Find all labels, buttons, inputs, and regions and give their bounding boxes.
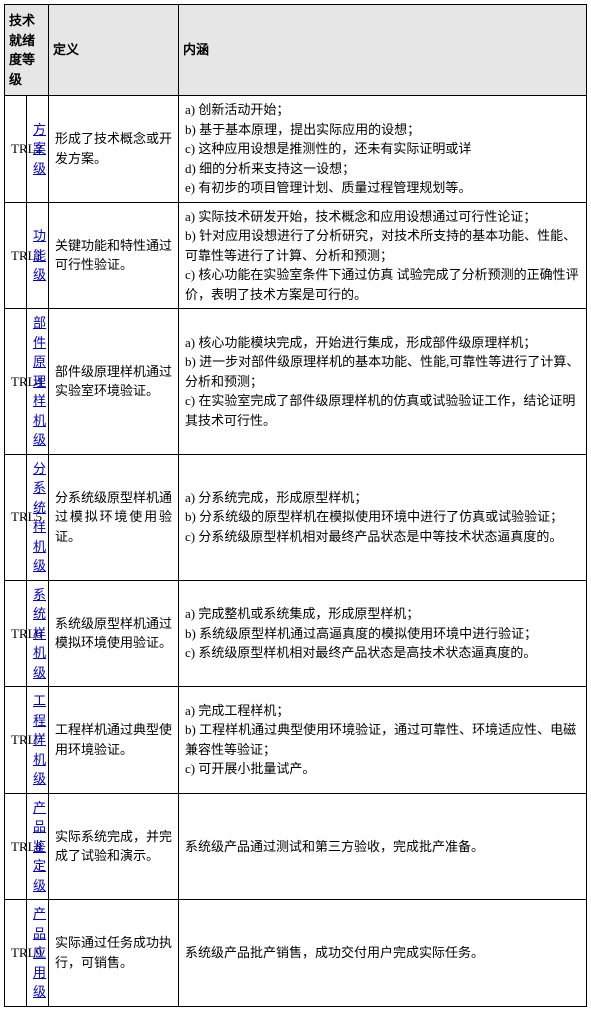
- header-content: 内涵: [179, 5, 587, 96]
- level-name-link[interactable]: 系统样机级: [33, 585, 46, 683]
- content-item: a) 创新活动开始；: [185, 100, 580, 120]
- definition-cell: 分系统级原型样机通过模拟环境使用验证。: [49, 454, 179, 580]
- table-row: TRL5分系统样机级分系统级原型样机通过模拟环境使用验证。a) 分系统完成，形成…: [5, 454, 587, 580]
- content-item: a) 完成工程样机；: [185, 701, 580, 721]
- content-item: b) 针对应用设想进行了分析研究，对技术所支持的基本功能、性能、可靠性等进行了计…: [185, 226, 580, 265]
- content-cell: a) 核心功能模块完成，开始进行集成，形成部件级原理样机；b) 进一步对部件级原…: [179, 309, 587, 455]
- content-item: b) 进一步对部件级原理样机的基本功能、性能,可靠性等进行了计算、分析和预测；: [185, 352, 580, 391]
- trl-code: TRL8: [5, 793, 27, 900]
- level-name-link[interactable]: 部件原理样机级: [33, 313, 46, 450]
- header-level: 技术就绪度等级: [5, 5, 49, 96]
- trl-table: 技术就绪度等级 定义 内涵 TRL2方案级形成了技术概念或开发方案。a) 创新活…: [4, 4, 587, 1007]
- content-cell: a) 完成工程样机；b) 工程样机通过典型使用环境验证，通过可靠性、环境适应性、…: [179, 687, 587, 794]
- content-item: a) 完成整机或系统集成，形成原型样机；: [185, 604, 580, 624]
- content-item: e) 有初步的项目管理计划、质量过程管理规划等。: [185, 178, 580, 198]
- content-cell: 系统级产品批产销售，成功交付用户完成实际任务。: [179, 900, 587, 1007]
- level-name-link[interactable]: 工程样机级: [33, 691, 46, 789]
- table-row: TRL6系统样机级系统级原型样机通过模拟环境使用验证。a) 完成整机或系统集成，…: [5, 580, 587, 687]
- content-cell: a) 完成整机或系统集成，形成原型样机；b) 系统级原型样机通过高逼真度的模拟使…: [179, 580, 587, 687]
- content-item: a) 实际技术研发开始，技术概念和应用设想通过可行性论证；: [185, 207, 580, 227]
- content-item: c) 可开展小批量试产。: [185, 759, 580, 779]
- table-row: TRL3功能级关键功能和特性通过可行性验证。a) 实际技术研发开始，技术概念和应…: [5, 202, 587, 309]
- content-item: c) 这种应用设想是推测性的，还未有实际证明或详: [185, 139, 580, 159]
- definition-cell: 实际通过任务成功执行，可销售。: [49, 900, 179, 1007]
- level-name-link[interactable]: 产品应用级: [33, 904, 46, 1002]
- table-row: TRL8 产品鉴定级实际系统完成，并完成了试验和演示。系统级产品通过测试和第三方验…: [5, 793, 587, 900]
- level-name-link[interactable]: 产品鉴定级: [33, 798, 46, 896]
- content-item: b) 工程样机通过典型使用环境验证，通过可靠性、环境适应性、电磁兼容性等验证；: [185, 720, 580, 759]
- content-cell: a) 创新活动开始；b) 基于基本原理，提出实际应用的设想；c) 这种应用设想是…: [179, 96, 587, 203]
- level-name-link[interactable]: 功能级: [33, 226, 46, 285]
- table-row: TRL4部件原理样机级部件级原理样机通过实验室环境验证。a) 核心功能模块完成，…: [5, 309, 587, 455]
- definition-cell: 形成了技术概念或开发方案。: [49, 96, 179, 203]
- header-row: 技术就绪度等级 定义 内涵: [5, 5, 587, 96]
- content-cell: 系统级产品通过测试和第三方验收，完成批产准备。: [179, 793, 587, 900]
- content-item: c) 系统级原型样机相对最终产品状态是高技术状态逼真度的。: [185, 643, 580, 663]
- trl-code: TRL5: [5, 454, 27, 580]
- trl-code: TRL3: [5, 202, 27, 309]
- content-item: 系统级产品通过测试和第三方验收，完成批产准备。: [185, 837, 580, 857]
- table-row: TRL2方案级形成了技术概念或开发方案。a) 创新活动开始；b) 基于基本原理，…: [5, 96, 587, 203]
- definition-cell: 系统级原型样机通过模拟环境使用验证。: [49, 580, 179, 687]
- content-item: 系统级产品批产销售，成功交付用户完成实际任务。: [185, 943, 580, 963]
- definition-cell: 关键功能和特性通过可行性验证。: [49, 202, 179, 309]
- content-item: b) 基于基本原理，提出实际应用的设想；: [185, 120, 580, 140]
- trl-code: TRL9: [5, 900, 27, 1007]
- table-row: TRL7工程样机级工程样机通过典型使用环境验证。a) 完成工程样机；b) 工程样…: [5, 687, 587, 794]
- trl-code: TRL6: [5, 580, 27, 687]
- level-name-link[interactable]: 分系统样机级: [33, 459, 46, 576]
- trl-code: TRL4: [5, 309, 27, 455]
- table-row: TRL9 产品应用级实际通过任务成功执行，可销售。系统级产品批产销售，成功交付用户…: [5, 900, 587, 1007]
- definition-cell: 部件级原理样机通过实验室环境验证。: [49, 309, 179, 455]
- trl-code: TRL2: [5, 96, 27, 203]
- trl-code: TRL7: [5, 687, 27, 794]
- level-name-link[interactable]: 方案级: [33, 120, 46, 179]
- content-item: c) 在实验室完成了部件级原理样机的仿真或试验验证工作，结论证明其技术可行性。: [185, 391, 580, 430]
- content-item: a) 分系统完成，形成原型样机；: [185, 488, 580, 508]
- definition-cell: 工程样机通过典型使用环境验证。: [49, 687, 179, 794]
- content-cell: a) 分系统完成，形成原型样机；b) 分系统级的原型样机在模拟使用环境中进行了仿…: [179, 454, 587, 580]
- definition-cell: 实际系统完成，并完成了试验和演示。: [49, 793, 179, 900]
- content-item: c) 分系统级原型样机相对最终产品状态是中等技术状态逼真度的。: [185, 527, 580, 547]
- content-cell: a) 实际技术研发开始，技术概念和应用设想通过可行性论证；b) 针对应用设想进行…: [179, 202, 587, 309]
- content-item: b) 分系统级的原型样机在模拟使用环境中进行了仿真或试验验证；: [185, 507, 580, 527]
- header-definition: 定义: [49, 5, 179, 96]
- content-item: a) 核心功能模块完成，开始进行集成，形成部件级原理样机；: [185, 333, 580, 353]
- content-item: c) 核心功能在实验室条件下通过仿真 试验完成了分析预测的正确性评价，表明了技术…: [185, 265, 580, 304]
- content-item: b) 系统级原型样机通过高逼真度的模拟使用环境中进行验证；: [185, 624, 580, 644]
- content-item: d) 细的分析来支持这一设想；: [185, 159, 580, 179]
